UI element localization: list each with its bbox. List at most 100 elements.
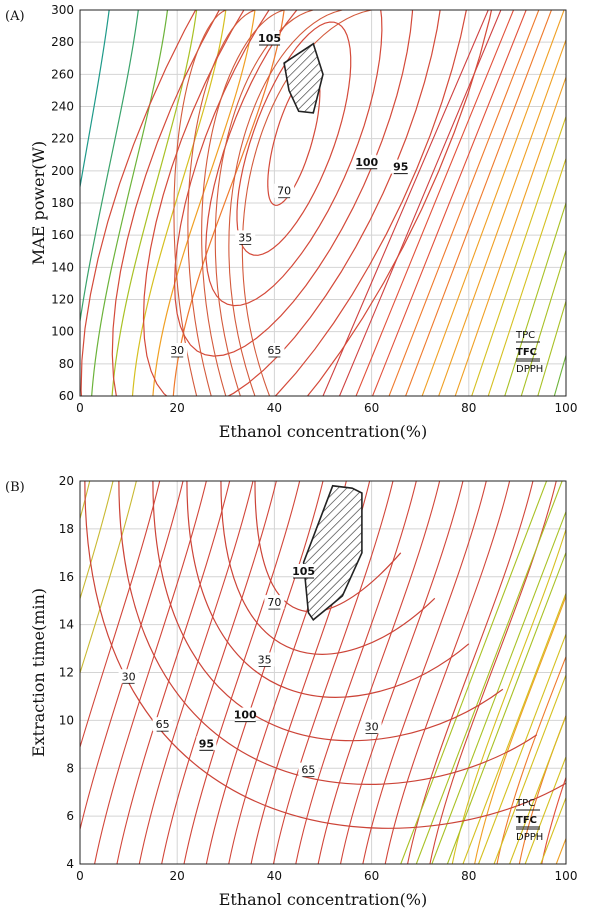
y-tick-label-a: 240 xyxy=(51,100,74,114)
panel-label-a: (A) xyxy=(5,9,25,24)
contour-line-b xyxy=(220,481,436,655)
contour-label-b: 30 xyxy=(361,719,382,734)
x-tick-label-a: 80 xyxy=(461,401,476,415)
contour-line-b xyxy=(446,550,566,864)
contour-label-text-b: 35 xyxy=(258,654,272,667)
contour-line-a xyxy=(571,10,589,396)
contour-label-a: 100 xyxy=(355,154,379,170)
y-tick-label-b: 16 xyxy=(59,570,74,584)
contour-label-text-b: 95 xyxy=(199,737,214,750)
contour-label-b: 70 xyxy=(264,595,285,610)
contour-line-a xyxy=(471,114,566,396)
contour-line-b xyxy=(518,713,566,864)
contour-line-a xyxy=(111,10,198,396)
contour-line-a xyxy=(80,10,493,396)
legend-item-dpph-b: DPPH xyxy=(516,832,543,843)
contour-line-a xyxy=(241,10,372,396)
contour-line-b xyxy=(94,481,207,864)
y-tick-label-a: 260 xyxy=(51,67,74,81)
contour-line-b xyxy=(254,481,402,613)
x-tick-label-b: 40 xyxy=(267,869,282,883)
y-tick-label-a: 120 xyxy=(51,293,74,307)
x-axis-title-a: Ethanol concentration(%) xyxy=(219,422,428,441)
contour-line-b xyxy=(116,481,231,864)
contour-line-b xyxy=(183,481,301,864)
contour-label-a: 105 xyxy=(258,30,281,46)
contour-line-a xyxy=(520,248,566,396)
contour-label-bg-a xyxy=(264,342,285,357)
contour-label-a: 95 xyxy=(390,159,411,175)
contour-plot-b: 105 70 35 30 100 65 95 30 65 0 20 40 60 80 100 4 6 8 10 12 1… xyxy=(0,461,589,922)
y-tick-label-a: 220 xyxy=(51,132,74,146)
legend-item-tpc-a: TPC xyxy=(515,330,535,341)
contour-line-b xyxy=(80,481,161,750)
contour-label-bg-a xyxy=(390,159,411,174)
contour-label-bg-a xyxy=(235,230,256,245)
contour-line-b xyxy=(138,481,254,864)
legend-a: TPC TFC DPPH xyxy=(515,330,543,375)
optimal-region-b xyxy=(302,484,363,621)
contour-plot-b-svg: 105 70 35 30 100 65 95 30 65 0 20 40 60 80 100 4 6 8 10 12 1… xyxy=(5,474,578,909)
y-tick-label-b: 14 xyxy=(59,618,74,632)
contour-line-b xyxy=(272,481,394,864)
contour-label-b: 35 xyxy=(254,652,275,667)
contour-label-bg-b xyxy=(152,717,173,732)
contour-line-a xyxy=(355,10,515,396)
contour-line-a xyxy=(454,75,566,396)
x-tick-label-b: 100 xyxy=(555,869,578,883)
contour-label-bg-b xyxy=(118,669,139,684)
contour-line-a xyxy=(142,10,441,396)
contour-label-text-b: 100 xyxy=(234,709,257,722)
contour-line-a xyxy=(91,10,169,396)
y-tick-label-a: 80 xyxy=(59,357,74,371)
contour-line-b xyxy=(84,481,566,829)
x-tick-label-a: 60 xyxy=(364,401,379,415)
contour-line-b xyxy=(80,481,114,601)
x-axis-title-b: Ethanol concentration(%) xyxy=(219,890,428,909)
contour-line-a xyxy=(537,299,566,396)
contour-label-b: 95 xyxy=(196,736,217,751)
y-tick-label-a: 140 xyxy=(51,260,74,274)
y-axis-title-b: Extraction time(min) xyxy=(29,588,48,757)
contour-label-text-a: 95 xyxy=(393,161,408,174)
x-tick-label-b: 0 xyxy=(76,869,84,883)
contour-line-b xyxy=(317,481,441,864)
contour-label-bg-b xyxy=(196,736,217,751)
contour-line-a xyxy=(438,38,566,396)
x-tick-label-b: 60 xyxy=(364,869,379,883)
contour-line-a xyxy=(187,10,256,396)
contour-label-text-a: 105 xyxy=(258,32,281,45)
contour-label-b: 65 xyxy=(298,762,319,778)
contour-label-a: 35 xyxy=(235,230,256,245)
y-tick-label-a: 100 xyxy=(51,325,74,339)
contour-line-a xyxy=(173,10,414,357)
x-tick-label-b: 20 xyxy=(170,869,185,883)
y-tick-label-b: 4 xyxy=(66,857,74,871)
contour-line-a xyxy=(504,201,566,396)
contour-label-b: 30 xyxy=(118,669,139,684)
legend-item-tfc-a: TFC xyxy=(516,347,537,358)
contour-line-b xyxy=(339,481,464,864)
contour-line-b xyxy=(431,510,566,864)
x-tick-label-a: 100 xyxy=(555,401,578,415)
contour-line-a xyxy=(111,10,467,396)
contour-lines-a xyxy=(80,10,589,396)
contour-label-b: 105 xyxy=(292,563,315,579)
contour-line-b xyxy=(205,481,324,864)
optimal-region-a xyxy=(283,42,324,114)
contour-label-text-a: 65 xyxy=(267,344,281,357)
x-tick-label-a: 20 xyxy=(170,401,185,415)
contour-line-b xyxy=(295,481,417,864)
y-tick-label-a: 60 xyxy=(59,389,74,403)
y-tick-label-a: 160 xyxy=(51,228,74,242)
contour-label-text-a: 35 xyxy=(238,231,252,244)
contour-label-bg-a xyxy=(356,154,377,169)
y-tick-label-a: 180 xyxy=(51,196,74,210)
y-tick-label-a: 280 xyxy=(51,35,74,49)
contour-label-text-b: 65 xyxy=(301,764,315,777)
contour-label-b: 100 xyxy=(234,707,257,723)
contour-line-b xyxy=(496,655,566,864)
contour-line-b xyxy=(540,796,566,864)
contour-label-bg-a xyxy=(167,342,188,357)
contour-line-b xyxy=(400,481,548,864)
